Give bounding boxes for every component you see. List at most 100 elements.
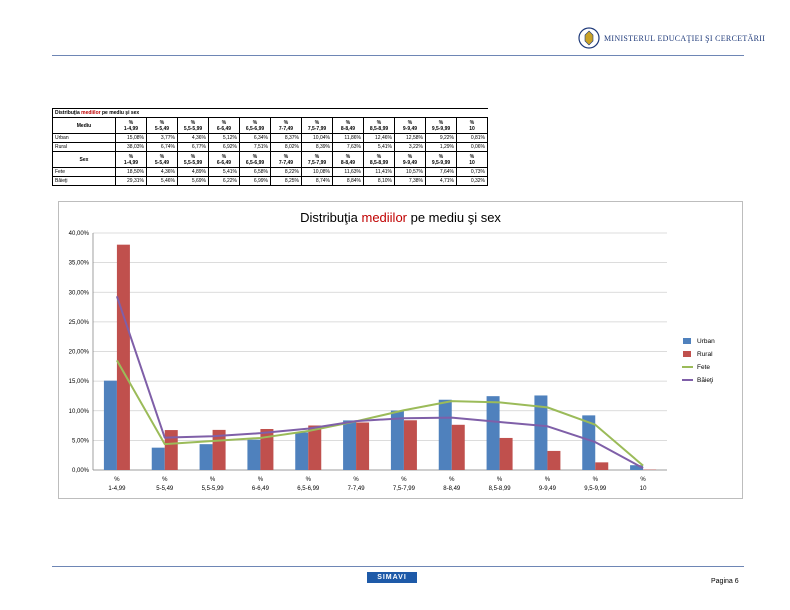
bar-urban [438, 399, 452, 470]
chart-title: Distribuţia mediilor pe mediu şi sex [300, 210, 501, 225]
column-header: % 9,5-9,99 [425, 117, 457, 134]
column-header: % 8-8,49 [332, 117, 364, 134]
table-cell: 6,74% [146, 142, 178, 152]
table-cell: 4,89% [177, 167, 209, 177]
table-cell: 0,81% [456, 133, 488, 143]
table-cell: 11,63% [332, 167, 364, 177]
table-cell: 9,22% [425, 133, 457, 143]
row-label: Rural [52, 142, 116, 152]
column-header: % 8-8,49 [332, 151, 364, 168]
column-header: % 5-5,49 [146, 117, 178, 134]
x-tick-prefix: % [401, 477, 407, 483]
y-tick-label: 25,00% [69, 320, 90, 326]
x-tick-prefix: % [449, 477, 455, 483]
header-row-sex: Sex% 1-4,99% 5-5,49% 5,5-5,99% 6-6,49% 6,5-6,… [52, 151, 488, 168]
column-header: % 9-9,49 [394, 151, 426, 168]
table-cell: 15,08% [115, 133, 147, 143]
header-row-mediu: Mediu% 1-4,99% 5-5,49% 5,5-5,99% 6-6,49% 6,5-… [52, 117, 488, 134]
table-cell: 8,74% [301, 176, 333, 186]
column-header: % 8,5-8,99 [363, 117, 395, 134]
table-cell: 5,41% [208, 167, 240, 177]
column-header: % 9-9,49 [394, 117, 426, 134]
table-cell: 6,99% [239, 176, 271, 186]
bar-urban [295, 432, 309, 470]
x-tick-label: 5-5,49 [156, 486, 174, 492]
column-header: % 7-7,49 [270, 151, 302, 168]
legend-entry: Băieţi [697, 377, 713, 384]
bar-rural [260, 428, 274, 470]
table-cell: 8,39% [301, 142, 333, 152]
column-header: % 6,5-6,99 [239, 117, 271, 134]
x-tick-label: 8-8,49 [443, 486, 461, 492]
page-number: Pagina 6 [711, 578, 739, 585]
table-cell: 4,71% [425, 176, 457, 186]
x-tick-prefix: % [353, 477, 359, 483]
table-row: Băieţi 29,31% 5,46% 5,69% 6,22% 6,99% 8,25% 8,7… [52, 176, 488, 186]
bar-rural [164, 430, 178, 470]
table-cell: 8,10% [363, 176, 395, 186]
bar-urban [151, 447, 165, 470]
x-tick-label: 6,5-6,99 [297, 486, 320, 492]
x-tick-prefix: % [162, 477, 168, 483]
legend-entry: Fete [697, 364, 710, 371]
table-cell: 10,57% [394, 167, 426, 177]
legend-entry: Rural [697, 351, 713, 358]
table-cell: 0,73% [456, 167, 488, 177]
bar-urban [390, 410, 404, 470]
x-tick-prefix: % [640, 477, 646, 483]
crest-icon [578, 27, 600, 49]
row-label: Băieţi [52, 176, 116, 186]
x-tick-prefix: % [114, 477, 120, 483]
table-cell: 38,03% [115, 142, 147, 152]
table-cell: 8,22% [270, 167, 302, 177]
legend-swatch [683, 338, 691, 344]
table-cell: 10,08% [301, 167, 333, 177]
y-tick-label: 0,00% [72, 468, 90, 474]
x-tick-label: 9,5-9,99 [584, 486, 607, 492]
table-cell: 1,29% [425, 142, 457, 152]
column-header: % 6,5-6,99 [239, 151, 271, 168]
table-cell: 8,37% [270, 133, 302, 143]
table-cell: 7,51% [239, 142, 271, 152]
table-cell: 4,36% [146, 167, 178, 177]
series-line [115, 296, 644, 469]
table-cell: 8,02% [270, 142, 302, 152]
column-header: % 10 [456, 151, 488, 168]
bar-rural [116, 244, 130, 470]
y-tick-label: 35,00% [69, 261, 90, 267]
bar-rural [308, 425, 322, 470]
table-cell: 6,92% [208, 142, 240, 152]
column-header: % 6-6,49 [208, 151, 240, 168]
x-tick-prefix: % [306, 477, 312, 483]
table-cell: 0,06% [456, 142, 488, 152]
row-label: Urban [52, 133, 116, 143]
table-title-row: Distribuţia mediilor pe mediu şi sex [52, 108, 488, 118]
table-row: Urban 15,08% 3,77% 4,36% 5,12% 6,34% 8,37% 10,0… [52, 133, 488, 143]
bar-urban [343, 420, 357, 470]
table-cell: 8,25% [270, 176, 302, 186]
table-cell: 3,22% [394, 142, 426, 152]
column-header: % 6-6,49 [208, 117, 240, 134]
column-header: % 7,5-7,99 [301, 151, 333, 168]
table-cell: 18,50% [115, 167, 147, 177]
table-cell: 3,77% [146, 133, 178, 143]
legend-entry: Urban [697, 338, 715, 345]
y-tick-label: 10,00% [69, 409, 90, 415]
y-tick-label: 40,00% [69, 231, 90, 237]
x-tick-label: 7-7,49 [348, 486, 366, 492]
table-cell: 12,46% [363, 133, 395, 143]
table-cell: 6,77% [177, 142, 209, 152]
x-tick-label: 1-4,99 [108, 486, 126, 492]
header-label: Mediu [52, 117, 116, 134]
column-header: % 5-5,49 [146, 151, 178, 168]
x-tick-label: 5,5-5,99 [202, 486, 225, 492]
x-tick-label: 6-6,49 [252, 486, 270, 492]
bar-rural [547, 450, 561, 470]
column-header: % 5,5-5,99 [177, 151, 209, 168]
table-cell: 11,86% [332, 133, 364, 143]
x-tick-prefix: % [258, 477, 264, 483]
ministry-logo: MINISTERUL EDUCAŢIEI ŞI CERCETĂRII [578, 27, 765, 49]
table-cell: 10,04% [301, 133, 333, 143]
column-header: % 9,5-9,99 [425, 151, 457, 168]
x-tick-prefix: % [593, 477, 599, 483]
